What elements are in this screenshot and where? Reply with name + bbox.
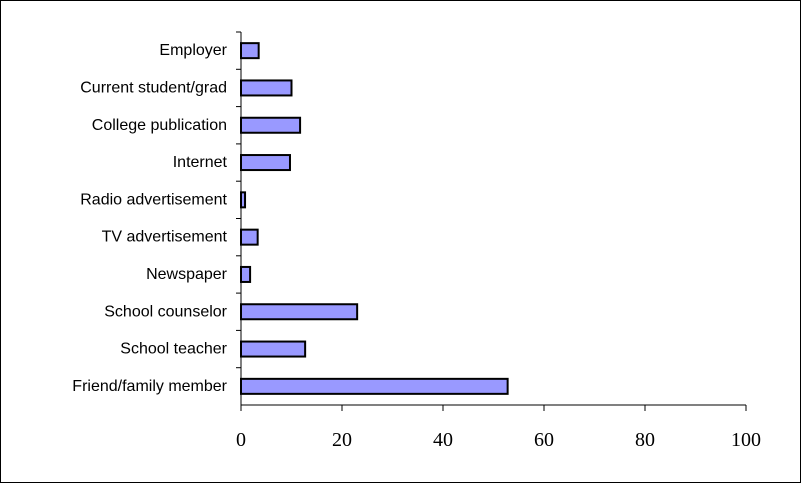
x-tick-label-80: 80 — [635, 429, 655, 451]
category-label-radio-advertisement: Radio advertisement — [80, 191, 227, 208]
bar-employer — [240, 42, 260, 60]
bar-radio-advertisement — [240, 191, 247, 209]
bar-tv-advertisement — [240, 228, 259, 246]
category-label-school-teacher: School teacher — [120, 341, 227, 358]
category-label-friend-family-member: Friend/family member — [72, 378, 227, 395]
x-tick-label-0: 0 — [236, 429, 246, 451]
category-label-tv-advertisement: TV advertisement — [102, 229, 228, 246]
category-label-newspaper: Newspaper — [146, 266, 228, 283]
bar-college-publication — [240, 116, 302, 134]
category-label-current-student-grad: Current student/grad — [80, 79, 227, 96]
x-ticks-group: 0 20 40 60 80 100 — [236, 31, 761, 451]
bar-current-student-grad — [240, 79, 293, 97]
category-labels-group: Employer Current student/grad College publ… — [72, 42, 227, 395]
category-label-employer: Employer — [159, 42, 227, 59]
x-tick-label-60: 60 — [534, 429, 554, 451]
x-tick-label-40: 40 — [433, 429, 453, 451]
bar-school-teacher — [240, 340, 307, 358]
bars-group — [240, 42, 509, 395]
category-label-school-counselor: School counselor — [104, 303, 227, 320]
category-label-college-publication: College publication — [92, 117, 227, 134]
bar-school-counselor — [240, 303, 359, 321]
bar-friend-family-member — [240, 377, 509, 395]
bar-internet — [240, 154, 291, 172]
x-tick-label-20: 20 — [332, 429, 352, 451]
x-tick-label-100: 100 — [731, 429, 761, 451]
bar-newspaper — [240, 265, 252, 283]
category-label-internet: Internet — [173, 154, 228, 171]
